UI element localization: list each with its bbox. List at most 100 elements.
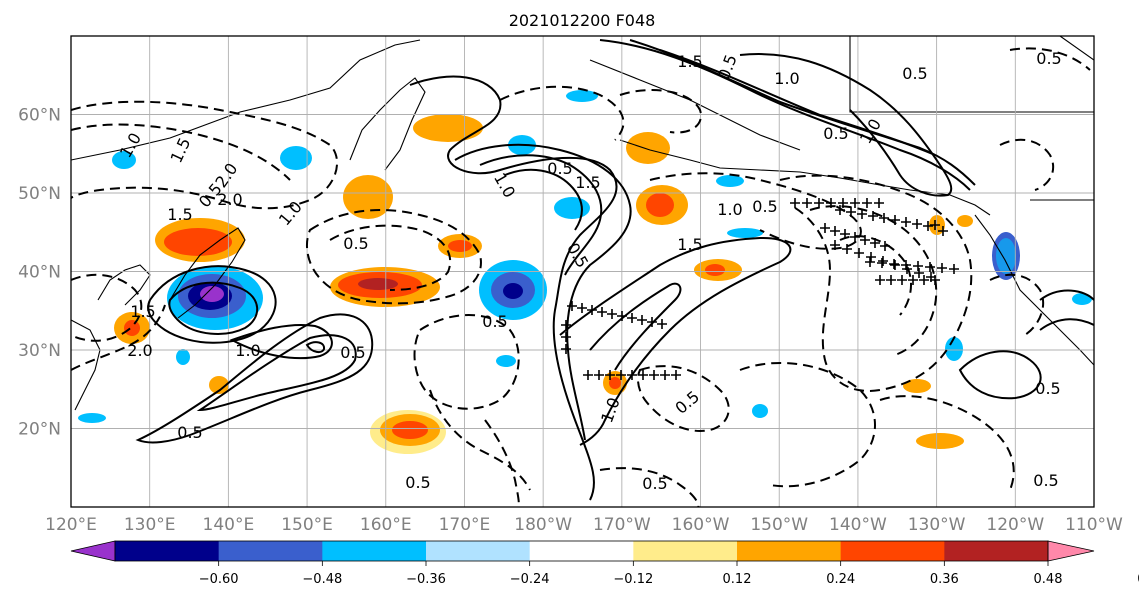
- plus-marker: [913, 261, 923, 271]
- plus-marker: [607, 309, 617, 319]
- map-gridlines: [71, 36, 1094, 507]
- contour-label: 0.5: [1036, 49, 1061, 68]
- contour-dashed-22: [484, 419, 520, 507]
- contour-label: 1.5: [575, 173, 600, 192]
- contour-label: 1.5: [677, 235, 702, 254]
- map-frame: [70, 35, 1095, 508]
- colorbar-tick-label: 0.12: [723, 572, 752, 587]
- contour-label-text: 0.5: [823, 124, 848, 143]
- plus-marker: [567, 301, 577, 311]
- contour-label: 0.5: [405, 473, 430, 492]
- plus-marker: [854, 248, 864, 258]
- significance-markers: [561, 198, 959, 380]
- contour-dashed-12: [739, 361, 876, 488]
- solid-contours: [135, 39, 1094, 501]
- plus-marker: [886, 275, 896, 285]
- contour-label: 0.5: [177, 423, 202, 442]
- anomaly-blob-positive-gulf-alaska: [626, 132, 670, 164]
- contour-label-text: 1.0: [774, 69, 799, 88]
- plus-marker: [875, 275, 885, 285]
- contour-dashed-14: [599, 467, 700, 507]
- contour-label: 1.0: [774, 69, 799, 88]
- colorbar-tick-label: 0.60: [1137, 572, 1139, 587]
- colorbar-tick-label: −0.48: [302, 572, 342, 587]
- contour-solid-16: [739, 53, 953, 197]
- plus-marker: [826, 198, 836, 208]
- longitude-label: 130°E: [124, 515, 176, 535]
- anomaly-blob-negative-dateline: [479, 260, 547, 320]
- contour-dashed-13: [879, 395, 1015, 491]
- plus-marker: [897, 275, 907, 285]
- plus-marker: [835, 205, 845, 215]
- longitude-label: 170°W: [593, 515, 651, 535]
- plus-marker: [919, 275, 929, 285]
- figure-title: 2021012200 F048: [509, 11, 656, 30]
- plus-marker: [637, 315, 647, 325]
- contour-label-text: 1.5: [575, 173, 600, 192]
- plus-marker: [912, 219, 922, 229]
- contour-solid-2: [196, 334, 357, 412]
- contour-label: 0.5: [482, 312, 507, 331]
- plus-marker: [865, 257, 875, 267]
- contour-label: 0.5: [902, 64, 927, 83]
- contour-dashed-15: [71, 273, 143, 342]
- contour-dashed-21: [499, 85, 625, 141]
- map-panel: 1.0 1.52.00.51.01.52.00.51.0 1.50.51.50.50…: [71, 36, 1094, 507]
- plus-marker: [937, 263, 947, 273]
- plus-marker: [890, 215, 900, 225]
- plus-marker: [949, 264, 959, 274]
- contour-dashed-3: [305, 209, 482, 305]
- colorbar: −0.60 −0.48 −0.36 −0.24 −0.12 0.12 0.24 0.36 0.4…: [70, 540, 1139, 587]
- contour-solid-7: [409, 75, 618, 501]
- coastline-north-america-west: [974, 214, 1094, 366]
- contour-label-text: 1.5: [677, 235, 702, 254]
- latitude-label: 30°N: [18, 341, 61, 361]
- plus-marker: [877, 258, 887, 268]
- plus-marker: [870, 238, 880, 248]
- plus-marker: [605, 370, 615, 380]
- contour-label-text: 1.5: [130, 302, 155, 321]
- contour-label-text: 0.5: [405, 473, 430, 492]
- contour-label-text: 0.5: [902, 64, 927, 83]
- plus-marker: [638, 370, 648, 380]
- contour-dashed-17: [989, 273, 1045, 336]
- plus-marker: [923, 221, 933, 231]
- colorbar-frame: [114, 540, 1049, 562]
- latitude-label: 40°N: [18, 263, 61, 283]
- plus-marker: [850, 198, 860, 208]
- colorbar-segment: [218, 541, 323, 561]
- contour-label-text: 0.5: [642, 474, 667, 493]
- longitude-label: 150°E: [281, 515, 333, 535]
- contour-dashed-6: [429, 389, 531, 491]
- contour-solid-19: [1039, 318, 1094, 331]
- latitude-label: 20°N: [18, 420, 61, 440]
- plus-marker: [587, 305, 597, 315]
- plus-marker: [930, 220, 940, 230]
- plus-marker: [878, 256, 888, 266]
- contour-label: 0.5: [823, 124, 848, 143]
- plus-marker: [561, 344, 571, 354]
- plus-marker: [647, 317, 657, 327]
- contour-dashed-9: [809, 205, 938, 356]
- plus-marker: [671, 370, 681, 380]
- contour-label: 0.5: [547, 159, 572, 178]
- plus-marker: [901, 217, 911, 227]
- plus-marker: [577, 303, 587, 313]
- contour-label: 1.5: [677, 52, 702, 71]
- contour-label-text: 0.5: [1036, 49, 1061, 68]
- contour-dashed-1: [71, 100, 339, 210]
- contour-solid-11: [559, 236, 792, 446]
- coastline-japan: [169, 227, 246, 319]
- plus-marker: [860, 235, 870, 245]
- longitude-label: 160°W: [672, 515, 730, 535]
- plus-marker: [914, 268, 924, 278]
- anomaly-blob-positive-west-pacific: [114, 312, 150, 344]
- colorbar-tick-label: −0.24: [510, 572, 550, 587]
- colorbar-extend-high: [1047, 540, 1095, 562]
- colorbar-tick-label: −0.60: [199, 572, 239, 587]
- colorbar-segment: [840, 541, 945, 561]
- anomaly-blob-positive-150w: [694, 259, 742, 281]
- longitude-label: 110°W: [1065, 515, 1123, 535]
- plus-marker: [930, 275, 940, 285]
- plus-marker: [879, 213, 889, 223]
